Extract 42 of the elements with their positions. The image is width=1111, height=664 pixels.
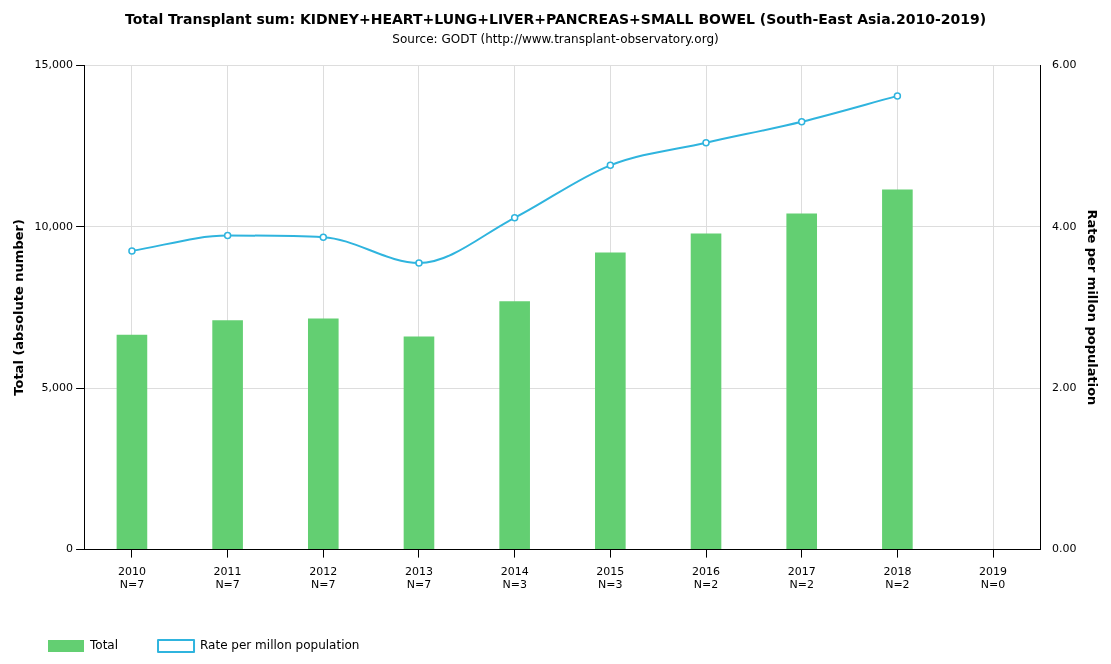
point — [128, 247, 136, 255]
bar — [690, 233, 722, 550]
point — [797, 117, 806, 126]
bar — [116, 334, 148, 550]
y-tick-label: 5,000 — [41, 380, 74, 394]
bar — [882, 189, 913, 550]
y2-tick-label: 6.00 — [1051, 58, 1077, 72]
point — [415, 259, 423, 267]
legend-label: Total — [89, 638, 119, 653]
bar — [499, 301, 530, 550]
x-tick-label: 2014 N=3 — [500, 565, 529, 592]
chart-subtitle: Source: GODT (http://www.transplant-observatory.org) — [392, 32, 719, 47]
point — [702, 138, 710, 147]
x-tick-label: 2019 N=0 — [979, 565, 1008, 592]
x-tick-label: 2018 N=2 — [883, 565, 912, 592]
bar — [307, 318, 339, 550]
legend-label: Rate per millon population — [200, 638, 360, 653]
x-tick-label: 2015 N=3 — [596, 565, 625, 592]
bar — [403, 336, 435, 550]
point — [510, 214, 519, 222]
x-tick-label: 2012 N=7 — [309, 565, 338, 592]
x-tick-label: 2017 N=2 — [787, 565, 816, 592]
point — [319, 233, 328, 241]
y2-axis-title: Rate per millon population — [1084, 209, 1100, 406]
y2-tick-label: 4.00 — [1051, 219, 1077, 233]
y2-tick-label: 2.00 — [1051, 380, 1077, 394]
y-tick-label: 0 — [66, 542, 74, 556]
point — [893, 92, 902, 100]
chart-title: Total Transplant sum: KIDNEY+HEART+LUNG+LIVER+PANCREAS+SMALL BOWEL (South-East Asia.2010-2019) — [124, 11, 987, 28]
bar — [595, 252, 626, 550]
y-axis-title: Total (absolute number) — [11, 219, 27, 396]
bar — [786, 213, 818, 550]
x-tick-label: 2016 N=2 — [692, 565, 721, 592]
y-tick-label: 15,000 — [34, 58, 74, 72]
bar — [212, 320, 243, 550]
y2-tick-label: 0.00 — [1051, 542, 1077, 556]
point — [606, 161, 615, 170]
x-tick-label: 2010 N=7 — [117, 565, 146, 592]
point — [223, 231, 232, 240]
x-tick-label: 2013 N=7 — [404, 565, 433, 592]
y-tick-label: 10,000 — [34, 219, 74, 233]
x-tick-label: 2011 N=7 — [213, 565, 242, 592]
